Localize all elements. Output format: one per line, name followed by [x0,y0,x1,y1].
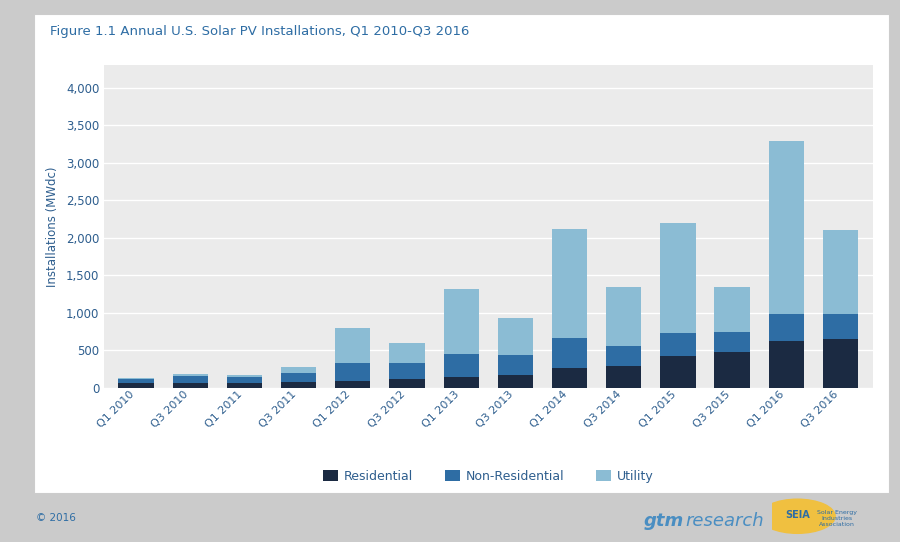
Bar [390,343,425,363]
Bar [606,346,642,366]
Bar [119,378,154,379]
Text: SEIA: SEIA [785,511,810,520]
Bar [498,375,533,388]
Text: gtm: gtm [644,512,684,531]
Text: Figure 1.1 Annual U.S. Solar PV Installations, Q1 2010-Q3 2016: Figure 1.1 Annual U.S. Solar PV Installa… [50,25,470,38]
Bar [119,379,154,383]
Bar [661,357,696,388]
Bar [390,379,425,388]
Bar [661,333,696,357]
Bar [281,372,316,382]
Circle shape [760,499,835,533]
Text: Association: Association [819,522,855,527]
Bar [715,352,750,388]
Bar [823,230,858,314]
Bar [173,383,208,388]
Bar [552,229,587,338]
Bar [281,382,316,388]
Bar [444,354,479,377]
Y-axis label: Installations (MWdc): Installations (MWdc) [46,166,59,287]
Text: Industries: Industries [822,516,852,521]
Bar [769,141,804,314]
Bar [390,363,425,379]
Text: © 2016: © 2016 [36,513,76,522]
Bar [444,289,479,354]
Bar [552,338,587,367]
Bar [227,375,262,377]
Bar [498,318,533,355]
Bar [227,377,262,383]
Text: Solar Energy: Solar Energy [817,509,857,515]
Bar [715,287,750,332]
Bar [444,377,479,388]
Bar [227,383,262,388]
Bar [661,223,696,333]
Bar [281,367,316,372]
Bar [173,376,208,383]
Bar [335,363,371,381]
Bar [715,332,750,352]
Bar [606,366,642,388]
Bar [606,287,642,346]
Legend: Residential, Non-Residential, Utility: Residential, Non-Residential, Utility [318,464,659,488]
Text: research: research [686,512,764,531]
Bar [335,381,371,388]
Bar [769,314,804,341]
Bar [769,341,804,388]
Bar [823,339,858,388]
Bar [823,314,858,339]
Bar [335,327,371,363]
Bar [119,383,154,388]
Bar [173,375,208,376]
Bar [498,355,533,375]
Bar [552,367,587,388]
